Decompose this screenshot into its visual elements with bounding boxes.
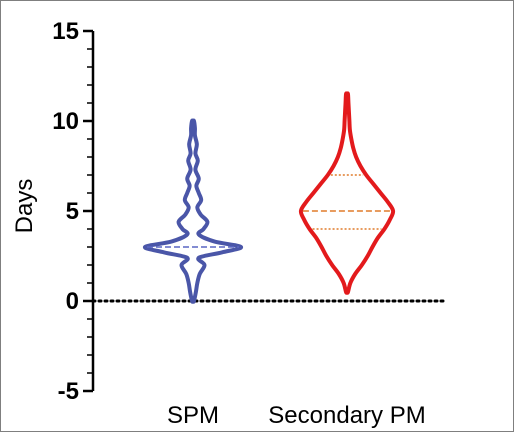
y-tick-label: 15 bbox=[52, 18, 79, 45]
y-tick-label: 5 bbox=[66, 198, 79, 225]
x-category-label: Secondary PM bbox=[268, 402, 425, 429]
x-category-label: SPM bbox=[167, 402, 219, 429]
y-tick-label: 0 bbox=[66, 288, 79, 315]
y-tick-label: -5 bbox=[58, 378, 79, 405]
violins bbox=[142, 91, 396, 304]
y-tick-label: 10 bbox=[52, 108, 79, 135]
violin-1 bbox=[142, 118, 244, 304]
axes: -5 0 5 10 15 bbox=[52, 18, 95, 405]
violin-2 bbox=[298, 91, 396, 295]
x-axis-labels: SPM Secondary PM bbox=[167, 402, 426, 429]
y-axis-title: Days bbox=[11, 179, 38, 234]
